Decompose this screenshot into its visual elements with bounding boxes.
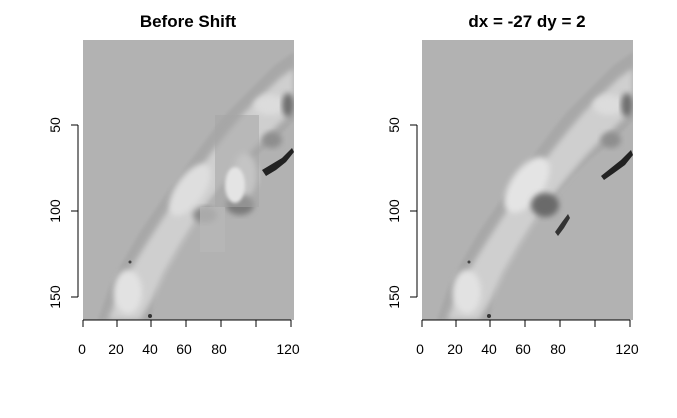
panel-title: Before Shift [140, 12, 237, 31]
x-tick-label: 40 [481, 341, 497, 357]
y-tick-label: 100 [386, 199, 402, 223]
grayscale-raster [437, 52, 633, 320]
x-tick-label: 80 [211, 341, 227, 357]
y-tick-label: 150 [47, 285, 63, 309]
x-ticks [82, 320, 292, 327]
x-tick-label: 120 [276, 341, 300, 357]
x-tick-label: 0 [416, 341, 424, 357]
y-tick-label: 50 [386, 117, 402, 133]
y-ticks [71, 124, 78, 298]
panel-before-shift: Before Shift [47, 12, 300, 357]
x-ticks [421, 320, 631, 327]
x-tick-label: 20 [447, 341, 463, 357]
grayscale-raster [98, 52, 294, 320]
x-tick-label: 120 [615, 341, 639, 357]
x-tick-label: 80 [550, 341, 566, 357]
x-tick-label: 0 [78, 341, 86, 357]
x-tick-label: 60 [515, 341, 531, 357]
x-tick-label: 60 [176, 341, 192, 357]
panel-after-shift: dx = -27 dy = 2 [386, 12, 639, 357]
y-tick-label: 50 [47, 117, 63, 133]
x-tick-label: 40 [142, 341, 158, 357]
y-tick-label: 100 [47, 199, 63, 223]
x-tick-label: 20 [108, 341, 124, 357]
panel-title: dx = -27 dy = 2 [468, 12, 585, 31]
y-tick-label: 150 [386, 285, 402, 309]
y-ticks [410, 124, 417, 298]
